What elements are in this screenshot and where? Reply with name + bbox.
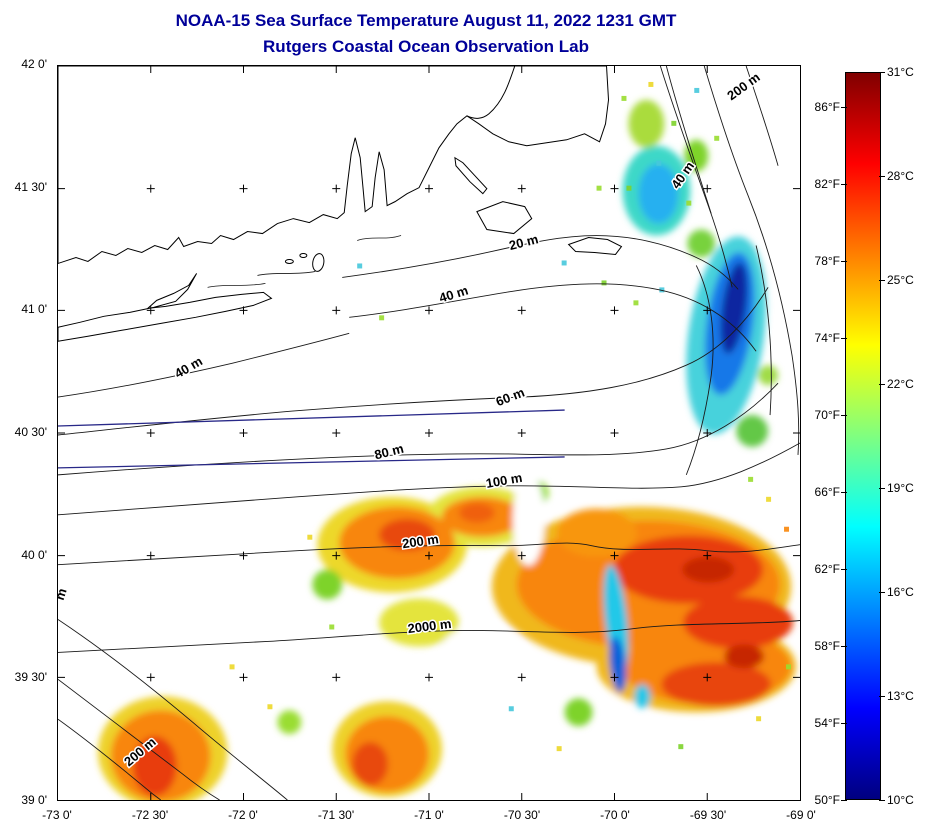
y-axis-label: 39 30'	[14, 670, 47, 684]
x-axis-label: -71 0'	[414, 808, 444, 822]
y-axis-label: 39 0'	[21, 793, 47, 807]
y-axis-label: 42 0'	[21, 57, 47, 71]
graticule-plus-marks	[146, 184, 712, 682]
temperature-colorbar	[845, 72, 881, 800]
colorbar-fahrenheit-label: 50°F	[814, 793, 848, 807]
sst-speckles	[229, 81, 792, 752]
page-title: NOAA-15 Sea Surface Temperature August 1…	[175, 11, 677, 30]
colorbar-celsius-label: 22°C	[879, 377, 914, 391]
section-line	[58, 456, 565, 469]
marthas-vineyard	[476, 201, 533, 235]
y-axis-label: 40 30'	[14, 425, 47, 439]
colorbar-celsius-label: 28°C	[879, 169, 914, 183]
colorbar-fahrenheit-label: 82°F	[814, 177, 848, 191]
colorbar-fahrenheit-label: 66°F	[814, 485, 848, 499]
colorbar-fahrenheit-label: 54°F	[814, 716, 848, 730]
x-axis-label: -69 30'	[689, 808, 727, 822]
colorbar-fahrenheit-label: 58°F	[814, 639, 848, 653]
mainland-coast	[58, 66, 610, 264]
colorbar-celsius-label: 31°C	[879, 65, 914, 79]
block-island	[312, 253, 325, 272]
colorbar-celsius-labels: 31°C 28°C 25°C 22°C 19°C 16°C 13°C 10°C	[879, 65, 933, 807]
y-axis-label: 41 0'	[21, 302, 47, 316]
islet	[284, 258, 294, 264]
axis-tick-marks	[58, 66, 800, 800]
title-block: NOAA-15 Sea Surface Temperature August 1…	[0, 8, 852, 60]
coastlines	[58, 66, 623, 342]
map-canvas: 200 m 40 m 20 m 40 m 40 m 60 m 80 m 100 …	[58, 66, 800, 800]
page-subtitle: Rutgers Coastal Ocean Observation Lab	[263, 37, 589, 56]
colorbar-fahrenheit-label: 62°F	[814, 562, 848, 576]
contour-label-2000m: 2000 m	[407, 616, 452, 636]
x-axis-label: -70 30'	[503, 808, 541, 822]
colorbar-fahrenheit-label: 86°F	[814, 100, 848, 114]
x-axis-label: -72 30'	[131, 808, 169, 822]
long-island	[58, 273, 273, 342]
islet	[299, 252, 308, 258]
y-axis-label: 40 0'	[21, 548, 47, 562]
y-axis-label: 41 30'	[14, 180, 47, 194]
x-axis-label: -69 0'	[786, 808, 816, 822]
contour-label-200m: 200 m	[401, 531, 439, 551]
sst-patches	[97, 99, 796, 800]
x-axis-label: -71 30'	[317, 808, 355, 822]
colorbar-celsius-label: 10°C	[879, 793, 914, 807]
bathymetry-contours	[58, 66, 800, 800]
x-axis-label: -73 0'	[42, 808, 72, 822]
colorbar-fahrenheit-label: 74°F	[814, 331, 848, 345]
section-line	[58, 409, 565, 427]
x-axis-label: -70 0'	[600, 808, 630, 822]
cape-cod-bay-shore	[466, 66, 516, 119]
colorbar-celsius-label: 16°C	[879, 585, 914, 599]
elizabeth-islands	[454, 156, 488, 195]
colorbar-celsius-label: 19°C	[879, 481, 914, 495]
colorbar-fahrenheit-label: 70°F	[814, 408, 848, 422]
colorbar-fahrenheit-label: 78°F	[814, 254, 848, 268]
colorbar-celsius-label: 25°C	[879, 273, 914, 287]
y-axis-labels: 42 0' 41 30' 41 0' 40 30' 40 0' 39 30' 3…	[0, 0, 51, 832]
colorbar-fahrenheit-labels: 86°F 82°F 78°F 74°F 70°F 66°F 62°F 58°F …	[796, 72, 848, 807]
colorbar-celsius-label: 13°C	[879, 689, 914, 703]
map-plot: 200 m 40 m 20 m 40 m 40 m 60 m 80 m 100 …	[57, 65, 801, 801]
x-axis-label: -72 0'	[228, 808, 258, 822]
nantucket	[567, 237, 623, 256]
